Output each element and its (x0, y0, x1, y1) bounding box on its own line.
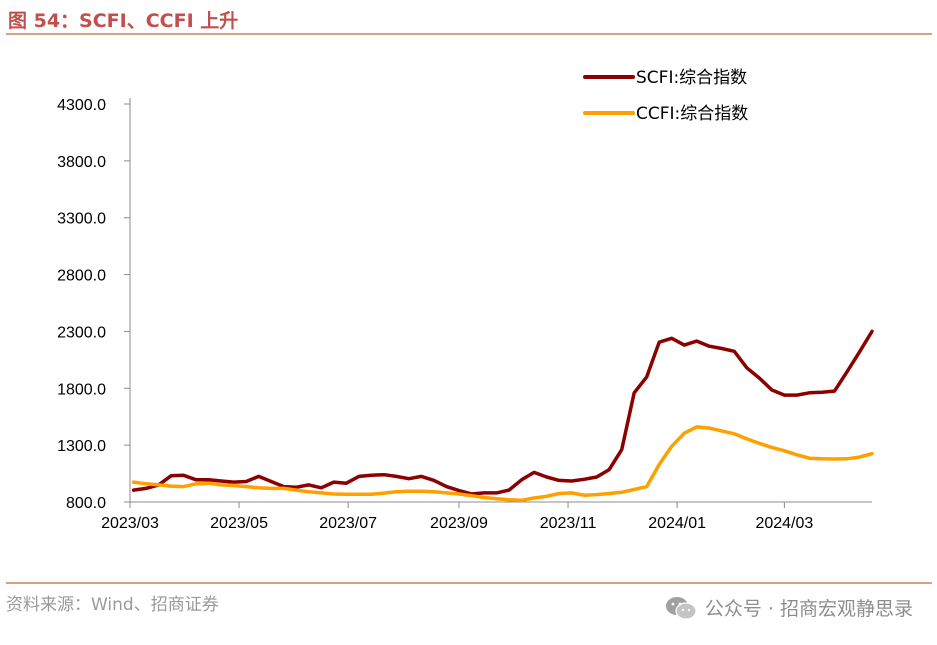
x-axis: 2023/03 2023/05 2023/07 2023/09 2023/11 2024/… (101, 501, 872, 532)
source-divider (6, 582, 932, 584)
wechat-icon (665, 596, 697, 620)
figure-title: 图 54：SCFI、CCFI 上升 (8, 10, 239, 32)
x-tick-label: 2024/03 (755, 515, 813, 532)
series-layer (131, 329, 874, 503)
watermark: 公众号 · 招商宏观静思录 (665, 594, 913, 621)
y-tick-label: 1300.0 (57, 438, 106, 455)
ccfi-series-line (131, 425, 874, 503)
y-tick-label: 800.0 (66, 495, 106, 512)
y-tick-label: 2300.0 (57, 324, 106, 341)
legend-label: SCFI:综合指数 (636, 68, 747, 88)
scfi-series-line (131, 329, 874, 496)
source-note: 资料来源：Wind、招商证券 (6, 595, 219, 615)
x-tick-label: 2023/07 (319, 515, 377, 532)
y-tick-label: 4300.0 (57, 97, 106, 114)
y-tick-label: 1800.0 (57, 381, 106, 398)
x-tick-label: 2023/05 (210, 515, 268, 532)
x-tick-label: 2023/11 (540, 515, 597, 532)
x-tick-label: 2023/03 (101, 515, 159, 532)
x-tick-label: 2023/09 (430, 515, 488, 532)
line-chart: 800.0 1300.0 1800.0 2300.0 2800.0 3300.0 3800.… (57, 68, 874, 532)
legend-label: CCFI:综合指数 (636, 104, 748, 124)
x-tick-label: 2024/01 (648, 515, 706, 532)
y-tick-label: 3800.0 (57, 154, 106, 171)
legend: SCFI:综合指数 CCFI:综合指数 (583, 68, 748, 124)
watermark-text: 公众号 · 招商宏观静思录 (704, 598, 913, 620)
y-tick-label: 3300.0 (57, 211, 106, 228)
y-tick-label: 2800.0 (57, 268, 106, 285)
title-divider (6, 33, 932, 35)
y-axis: 800.0 1300.0 1800.0 2300.0 2800.0 3300.0 3800.… (57, 97, 131, 512)
